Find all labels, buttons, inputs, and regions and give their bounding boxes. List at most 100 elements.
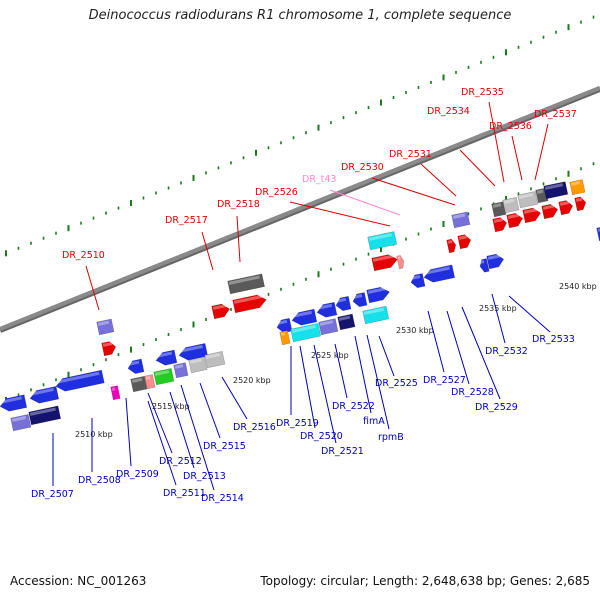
feature-dr2514b-highlight [178, 344, 203, 353]
feature-dr2506 [0, 394, 28, 412]
feature-dr2538-highlight [570, 181, 581, 186]
feature-dr2518b [232, 294, 267, 314]
feature-dr2524-group [366, 286, 390, 304]
lower-label-leader [366, 334, 390, 430]
feature-dr2534b-highlight [507, 213, 520, 219]
lower-gene-label: DR_2519 [276, 418, 319, 429]
lower-label-leader [147, 392, 173, 454]
feature-dr2521b [316, 301, 338, 318]
lower-gene-label: DR_2511 [163, 488, 206, 499]
feature-dr2537b-group [558, 200, 574, 216]
feature-dr2532-highlight [487, 254, 501, 260]
feature-dr2523-group [352, 292, 368, 308]
upper-gene-label: DR_t43 [302, 174, 336, 185]
feature-dr-t43-group [396, 255, 405, 270]
feature-dr2507d-group [10, 414, 32, 432]
feature-dr2512c [153, 368, 175, 386]
feature-dr2536b-group [541, 203, 559, 220]
lower-label-leader [313, 344, 337, 444]
feature-dr2527 [371, 254, 398, 272]
lower-label-leader [199, 382, 221, 439]
feature-dr2534-group [502, 196, 520, 214]
feature-dr2532b [479, 258, 490, 273]
feature-dr2511c-highlight [145, 376, 151, 380]
feature-dr2509b [110, 385, 121, 401]
feature-dr2534 [502, 196, 520, 214]
feature-dr2523b-highlight [338, 315, 351, 321]
feature-dr2533b-highlight [493, 218, 504, 223]
lower-gene-label: DR_2522 [332, 401, 375, 412]
feature-dr2508b-group [55, 369, 105, 392]
upper-gene-label: DR_2518 [217, 199, 260, 210]
feature-dr2514b-group [178, 342, 209, 361]
feature-dr2507d [10, 414, 32, 432]
lower-label-leader [461, 306, 501, 400]
feature-dr2506-group [0, 394, 28, 412]
feature-dr2533-highlight [492, 203, 502, 208]
feature-dr2519b-highlight [276, 319, 288, 325]
upper-label-leader [201, 231, 214, 271]
feature-dr2513b [155, 349, 178, 366]
feature-dr2511b [127, 358, 145, 374]
feature-dr2511d-highlight [131, 377, 143, 383]
feature-dr2510 [96, 318, 115, 336]
lower-label-leader [354, 335, 372, 414]
upper-label-leader [329, 189, 401, 216]
upper-label-leader [236, 215, 241, 263]
feature-dr2537-highlight [544, 183, 564, 190]
feature-dr2534b [506, 212, 524, 229]
feature-dr2538-group [569, 179, 586, 196]
feature-dr2538b [574, 196, 587, 212]
lower-label-leader [491, 293, 506, 344]
feature-dr2525b [362, 305, 390, 325]
kbp-label: 2535 kbp [479, 304, 517, 313]
map-title: Deinococcus radiodurans R1 chromosome 1,… [88, 8, 512, 23]
lower-gene-label: fimA [363, 416, 385, 427]
lower-gene-label: DR_2507 [31, 489, 74, 500]
feature-dr2518-highlight [228, 275, 260, 285]
feature-dr2525b-highlight [363, 307, 385, 315]
feature-dr2520b [291, 308, 318, 326]
feature-dr2507c-group [28, 405, 62, 426]
feature-dr2518-group [227, 273, 265, 295]
feature-dr2514b [178, 342, 209, 361]
feature-dr2523b [337, 313, 356, 331]
feature-dr-t43 [396, 255, 405, 270]
feature-dr2528 [423, 264, 456, 283]
lower-gene-label: DR_2514 [201, 493, 244, 504]
accession-text: Accession: NC_001263 [10, 574, 147, 588]
lower-label-leader [378, 335, 395, 377]
feature-dr2522c-highlight [319, 320, 334, 326]
feature-dr2522b-highlight [335, 297, 347, 303]
feature-dr-t43-highlight [397, 256, 401, 260]
feature-dr2535b-group [522, 207, 542, 224]
genome-summary: Topology: circular; Length: 2,648,638 bp… [260, 574, 590, 588]
feature-dr2531 [451, 211, 471, 229]
feature-dr2516b-highlight [205, 353, 221, 359]
feature-dr2527-highlight [372, 254, 394, 262]
feature-dr2518b-highlight [233, 294, 263, 304]
lower-label-leader [446, 310, 470, 385]
feature-dr2510b [101, 341, 117, 357]
upper-label-leader [534, 123, 549, 181]
feature-dr2535-highlight [518, 193, 534, 199]
feature-dr2521b-group [316, 301, 338, 318]
feature-dr2507b-group [29, 385, 60, 404]
feature-dr2521c-highlight [291, 324, 316, 333]
feature-dr2516b-group [204, 351, 226, 369]
feature-dr2520b-group [291, 308, 318, 326]
feature-dr2513b-group [155, 349, 178, 366]
feature-dr2532-group [486, 253, 505, 270]
lower-gene-label: DR_2528 [451, 387, 494, 398]
lower-label-leader [125, 397, 132, 467]
upper-gene-label: DR_2534 [427, 106, 470, 117]
feature-dr2510b-group [101, 341, 117, 357]
lower-label-leader [180, 384, 215, 491]
feature-dr2535 [517, 191, 539, 209]
feature-dr2511c-group [144, 374, 156, 390]
lower-label-leader [334, 343, 348, 399]
feature-dr2521c-group [290, 322, 322, 343]
lower-label-leader [508, 295, 551, 333]
feature-dr2517-highlight [212, 304, 227, 310]
feature-dr2510-highlight [97, 320, 110, 326]
